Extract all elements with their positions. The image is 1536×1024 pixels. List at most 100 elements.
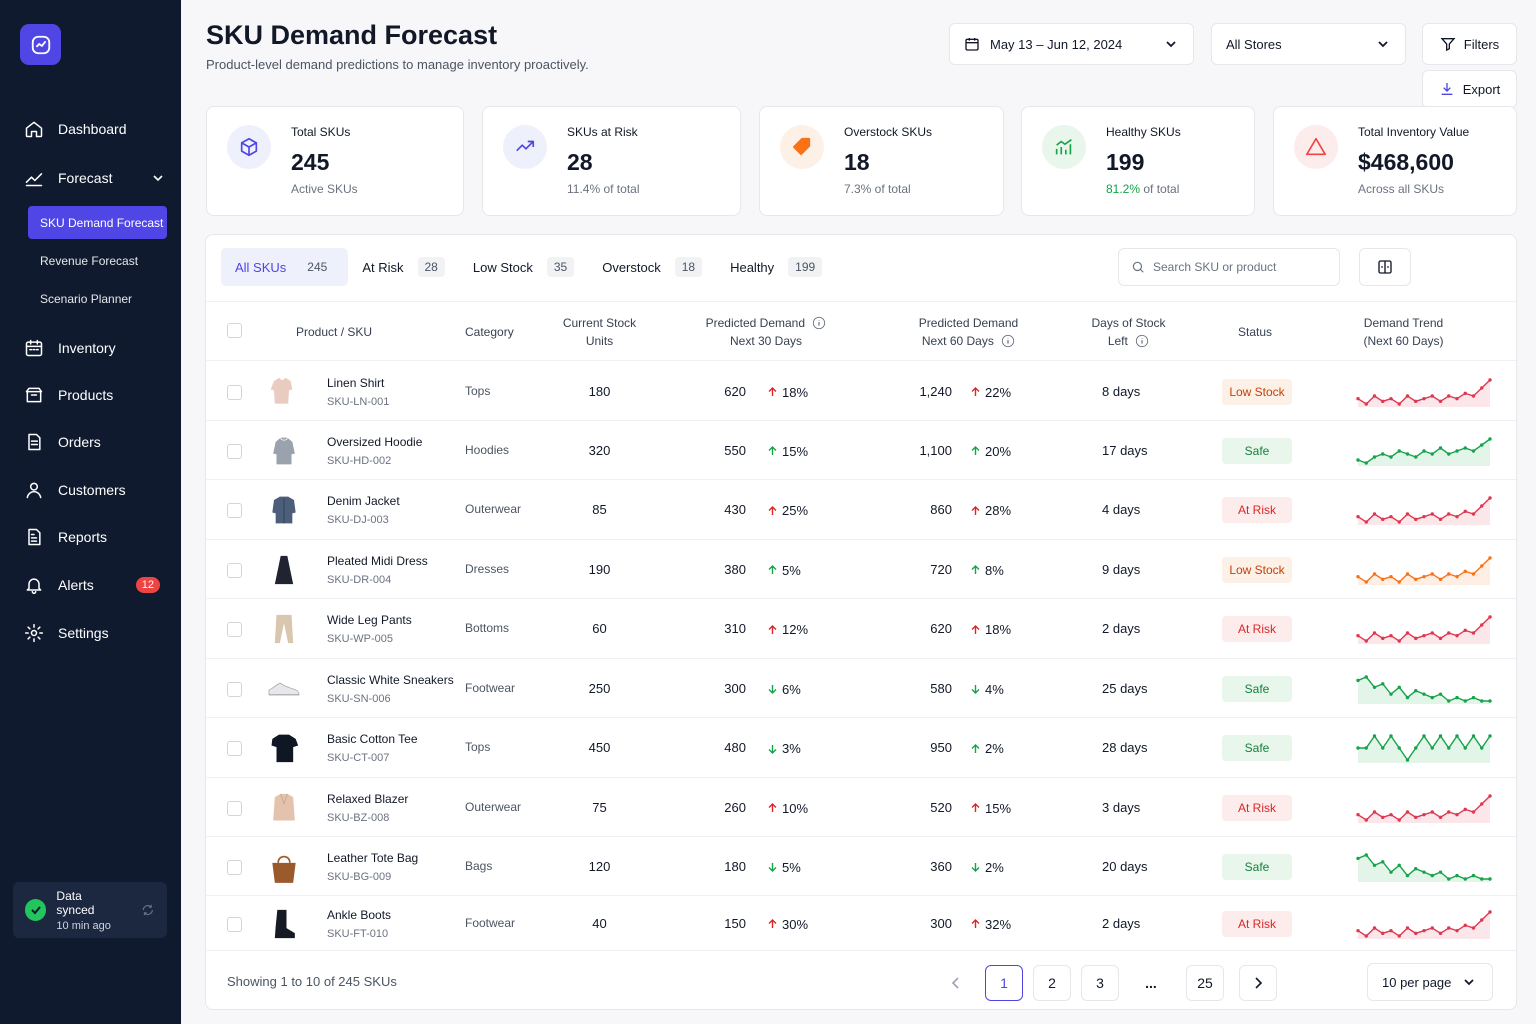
export-button[interactable]: Export xyxy=(1422,70,1517,108)
subnav-sku-demand-forecast[interactable]: SKU Demand Forecast xyxy=(28,206,167,239)
trend-point xyxy=(1356,928,1360,932)
column-settings-button[interactable] xyxy=(1359,248,1411,286)
table-row[interactable]: Linen Shirt SKU-LN-001 Tops 180 620 18% … xyxy=(206,362,1516,421)
product-name: Relaxed Blazer xyxy=(327,791,409,806)
page-button-1[interactable]: 1 xyxy=(985,965,1023,1001)
product-info[interactable]: Classic White Sneakers SKU-SN-006 xyxy=(327,673,454,705)
demand-60-change-value: 28% xyxy=(985,503,1012,518)
product-sku: SKU-HD-002 xyxy=(327,454,392,467)
subnav-revenue-forecast[interactable]: Revenue Forecast xyxy=(40,253,139,268)
trend-point xyxy=(1447,876,1451,881)
tab-at-risk[interactable]: At Risk 28 xyxy=(348,248,459,286)
info-icon[interactable] xyxy=(1001,334,1015,348)
trend-point xyxy=(1422,734,1426,738)
arrow-down-icon xyxy=(768,744,777,754)
refresh-icon[interactable] xyxy=(141,903,155,917)
trend-point xyxy=(1430,873,1434,877)
product-info[interactable]: Wide Leg Pants SKU-WP-005 xyxy=(327,613,412,645)
product-info[interactable]: Leather Tote Bag SKU-BG-009 xyxy=(327,851,418,883)
store-select[interactable]: All Stores xyxy=(1211,23,1406,65)
demand-trend-sparkline xyxy=(1356,793,1492,823)
page-button-3[interactable]: 3 xyxy=(1081,965,1119,1001)
table-row[interactable]: Denim Jacket SKU-DJ-003 Outerwear 85 430… xyxy=(206,480,1516,540)
demand-30-change: 25% xyxy=(768,503,808,518)
info-icon[interactable] xyxy=(812,316,826,330)
product-thumbnail xyxy=(264,490,304,530)
sidebar-item-inventory[interactable]: Inventory xyxy=(24,336,164,360)
product-info[interactable]: Ankle Boots SKU-FT-010 xyxy=(327,908,391,940)
page-button-25[interactable]: 25 xyxy=(1186,965,1224,1001)
tab-low-stock[interactable]: Low Stock 35 xyxy=(459,248,588,286)
table-row[interactable]: Leather Tote Bag SKU-BG-009 Bags 120 180… xyxy=(206,837,1516,896)
subnav-scenario-planner[interactable]: Scenario Planner xyxy=(40,291,133,306)
demand-30-change-value: 12% xyxy=(782,622,809,637)
columns-icon xyxy=(1378,260,1392,274)
prev-page-button[interactable] xyxy=(937,965,975,1001)
trend-point xyxy=(1471,873,1476,877)
row-checkbox[interactable] xyxy=(227,859,242,875)
trend-point xyxy=(1397,933,1401,938)
table-row[interactable]: Basic Cotton Tee SKU-CT-007 Tops 450 480… xyxy=(206,718,1516,778)
table-row[interactable]: Pleated Midi Dress SKU-DR-004 Dresses 19… xyxy=(206,540,1516,599)
trend-point xyxy=(1397,817,1401,822)
sidebar-item-products[interactable]: Products xyxy=(24,383,164,407)
row-checkbox[interactable] xyxy=(227,562,242,578)
trend-point xyxy=(1447,925,1451,930)
row-checkbox[interactable] xyxy=(227,916,242,932)
product-info[interactable]: Relaxed Blazer SKU-BZ-008 xyxy=(327,792,408,824)
sidebar-item-dashboard[interactable]: Dashboard xyxy=(24,117,164,141)
trend-area xyxy=(1358,379,1490,407)
date-range-picker[interactable]: May 13 – Jun 12, 2024 xyxy=(949,23,1194,65)
kpi-value: 199 xyxy=(1106,149,1145,175)
app-logo[interactable] xyxy=(20,24,61,65)
row-checkbox[interactable] xyxy=(227,443,242,459)
demand-trend-sparkline xyxy=(1356,674,1492,704)
search-input[interactable]: Search SKU or product xyxy=(1118,248,1340,286)
table-row[interactable]: Ankle Boots SKU-FT-010 Footwear 40 150 3… xyxy=(206,896,1516,951)
sidebar-item-alerts[interactable]: Alerts 12 xyxy=(24,573,164,597)
demand-60: 620 xyxy=(930,621,952,636)
tab-healthy[interactable]: Healthy 199 xyxy=(716,248,836,286)
chevron-left-icon xyxy=(951,977,959,989)
demand-trend-sparkline xyxy=(1356,909,1492,939)
trend-point xyxy=(1480,876,1484,881)
box-icon xyxy=(25,387,43,403)
gear-icon-wrap xyxy=(24,623,44,643)
row-checkbox[interactable] xyxy=(227,681,242,697)
row-checkbox[interactable] xyxy=(227,384,242,400)
product-info[interactable]: Oversized Hoodie SKU-HD-002 xyxy=(327,435,422,467)
tab-all-skus[interactable]: All SKUs 245 xyxy=(221,248,349,286)
table-row[interactable]: Classic White Sneakers SKU-SN-006 Footwe… xyxy=(206,659,1516,718)
row-checkbox[interactable] xyxy=(227,741,242,756)
sidebar-item-customers[interactable]: Customers xyxy=(24,478,164,502)
trend-point xyxy=(1381,451,1385,456)
sidebar-item-settings[interactable]: Settings xyxy=(24,621,164,645)
per-page-select[interactable]: 10 per page xyxy=(1367,963,1493,1001)
info-icon[interactable] xyxy=(1135,334,1149,348)
sidebar-item-reports[interactable]: Reports xyxy=(24,525,164,549)
demand-60-change-value: 18% xyxy=(985,622,1012,637)
row-checkbox[interactable] xyxy=(227,503,242,518)
filters-button[interactable]: Filters xyxy=(1422,23,1517,65)
row-checkbox[interactable] xyxy=(227,800,242,816)
gear-icon xyxy=(24,623,44,643)
trend-point xyxy=(1471,571,1476,576)
arrow-up-icon xyxy=(971,565,980,574)
sidebar-item-forecast[interactable]: Forecast xyxy=(24,166,164,190)
page-button-2[interactable]: 2 xyxy=(1033,965,1071,1001)
table-row[interactable]: Wide Leg Pants SKU-WP-005 Bottoms 60 310… xyxy=(206,599,1516,659)
arrow-down-icon xyxy=(971,685,980,694)
sidebar-item-orders[interactable]: Orders xyxy=(24,430,164,454)
table-row[interactable]: Relaxed Blazer SKU-BZ-008 Outerwear 75 2… xyxy=(206,778,1516,837)
product-info[interactable]: Denim Jacket SKU-DJ-003 xyxy=(327,494,400,526)
next-page-button[interactable] xyxy=(1239,965,1277,1001)
table-row[interactable]: Oversized Hoodie SKU-HD-002 Hoodies 320 … xyxy=(206,421,1516,480)
trend-point xyxy=(1471,809,1476,814)
row-checkbox[interactable] xyxy=(227,622,242,637)
select-all-checkbox[interactable] xyxy=(227,323,242,338)
product-info[interactable]: Pleated Midi Dress SKU-DR-004 xyxy=(327,554,428,586)
tab-overstock[interactable]: Overstock 18 xyxy=(588,248,716,286)
product-info[interactable]: Linen Shirt SKU-LN-001 xyxy=(327,376,389,408)
sidebar-item-label: Customers xyxy=(58,482,126,498)
product-info[interactable]: Basic Cotton Tee SKU-CT-007 xyxy=(327,732,418,764)
